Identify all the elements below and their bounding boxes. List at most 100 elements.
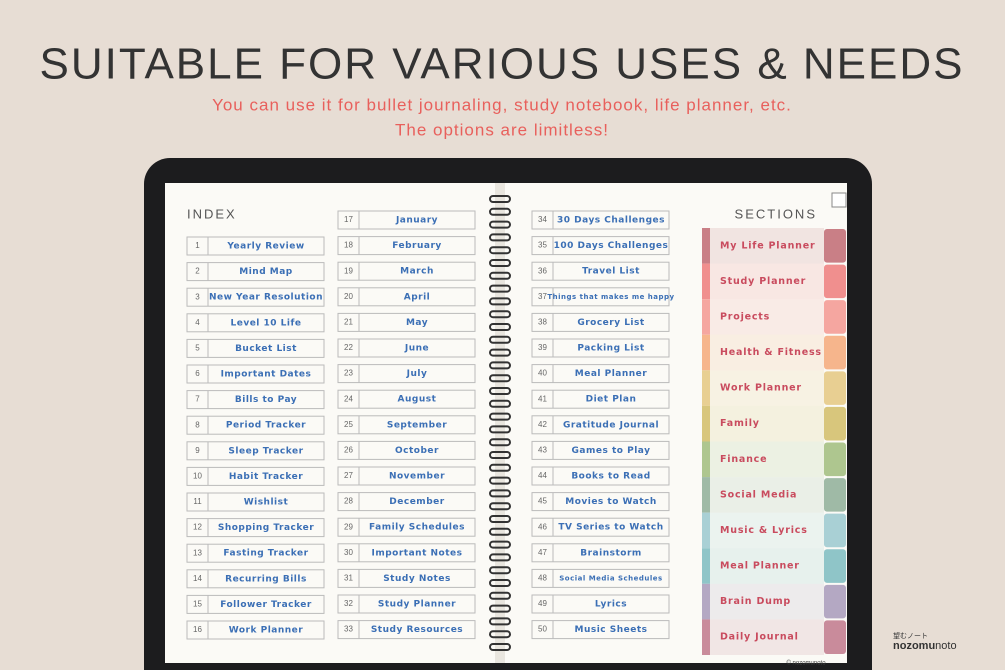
index-box <box>186 338 325 358</box>
section-label: Daily Journal <box>720 632 799 643</box>
section-strip <box>702 441 710 478</box>
index-box <box>337 389 476 409</box>
index-box <box>337 287 476 307</box>
index-label: Grocery List <box>577 318 645 328</box>
index-label: Mind Map <box>239 267 293 277</box>
spiral-ring <box>489 207 511 216</box>
index-box <box>186 466 325 486</box>
index-box <box>337 594 476 614</box>
index-label: Meal Planner <box>575 369 648 379</box>
index-label: Shopping Tracker <box>218 523 314 533</box>
index-label: Bills to Pay <box>235 395 297 405</box>
spiral-ring <box>489 489 511 498</box>
section-strip <box>702 583 710 620</box>
index-box <box>531 338 670 358</box>
spiral-ring <box>489 604 511 613</box>
index-number: 27 <box>344 471 353 480</box>
index-number: 12 <box>193 523 202 532</box>
index-number: 28 <box>344 497 353 506</box>
index-number: 8 <box>195 420 200 429</box>
section-tab-edge <box>824 371 846 405</box>
section-strip <box>702 619 710 655</box>
brand-bold: nozomu <box>893 640 935 652</box>
index-label: Important Notes <box>372 548 463 558</box>
spiral-ring <box>489 348 511 357</box>
index-label: December <box>389 497 444 507</box>
index-number: 30 <box>344 548 353 557</box>
index-label: 100 Days Challenges <box>554 241 669 251</box>
section-strip <box>702 512 710 549</box>
section-strip <box>702 405 710 442</box>
index-number: 19 <box>344 266 353 275</box>
brand-name: nozomunoto <box>893 640 957 652</box>
index-number: 39 <box>538 343 547 352</box>
index-label: Travel List <box>582 267 640 277</box>
index-box <box>186 390 325 410</box>
index-number: 3 <box>195 292 200 301</box>
index-label: July <box>406 369 428 379</box>
spiral-ring <box>489 233 511 242</box>
section-tab-edge <box>824 584 846 619</box>
footer: © nozomunoto <box>786 660 826 667</box>
spiral-ring <box>489 412 511 421</box>
index-number: 40 <box>538 369 547 378</box>
index-label: Study Notes <box>383 574 451 584</box>
brand-kana: 望むノート <box>893 631 928 640</box>
index-number: 10 <box>193 472 202 481</box>
index-label: Recurring Bills <box>225 574 307 584</box>
index-label: Work Planner <box>229 626 304 636</box>
section-tab-edge <box>824 549 846 583</box>
section-label: Music & Lyrics <box>720 525 808 536</box>
spiral-ring <box>489 335 511 344</box>
index-number: 5 <box>195 344 200 353</box>
index-box <box>531 466 670 486</box>
spiral-ring <box>489 476 511 485</box>
index-box <box>337 210 476 230</box>
index-label: Fasting Tracker <box>223 549 308 559</box>
index-box <box>337 415 476 435</box>
spiral-ring <box>489 451 511 459</box>
index-label: Music Sheets <box>574 625 647 635</box>
section-strip <box>702 299 710 335</box>
index-number: 31 <box>344 574 353 583</box>
index-box <box>186 543 325 563</box>
index-box <box>337 261 476 281</box>
index-label: Yearly Review <box>226 242 304 252</box>
index-box <box>531 568 670 588</box>
index-box <box>531 287 670 307</box>
section-label: Social Media <box>720 489 797 500</box>
index-number: 15 <box>193 600 202 609</box>
index-label: October <box>395 446 439 456</box>
corner-tab <box>831 192 847 208</box>
index-box <box>186 313 325 333</box>
index-label: Books to Read <box>571 472 650 482</box>
section-panel <box>710 228 824 264</box>
spiral-ring <box>489 323 511 331</box>
section-strip <box>702 548 710 584</box>
index-number: 16 <box>193 625 202 634</box>
index-number: 4 <box>195 318 200 327</box>
section-panel <box>710 299 824 335</box>
index-label: Level 10 Life <box>230 318 301 328</box>
spiral-ring <box>489 579 511 587</box>
index-label: Social Media Schedules <box>559 574 662 582</box>
index-label: Important Dates <box>221 370 312 380</box>
index-label: Gratitude Journal <box>563 420 659 430</box>
index-box <box>186 262 325 282</box>
index-number: 49 <box>538 599 547 608</box>
index-box <box>337 620 476 640</box>
index-box <box>186 620 325 640</box>
index-number: 21 <box>344 318 353 327</box>
spiral-ring <box>489 195 511 203</box>
index-label: Wishlist <box>244 498 289 508</box>
index-number: 29 <box>344 522 353 531</box>
index-box <box>531 236 670 256</box>
index-number: 18 <box>344 241 353 250</box>
index-number: 25 <box>344 420 353 429</box>
index-box <box>531 440 670 460</box>
index-box <box>337 338 476 358</box>
index-box <box>337 492 476 512</box>
index-number: 2 <box>195 267 200 276</box>
index-label: June <box>404 344 429 354</box>
section-panel <box>710 619 824 655</box>
